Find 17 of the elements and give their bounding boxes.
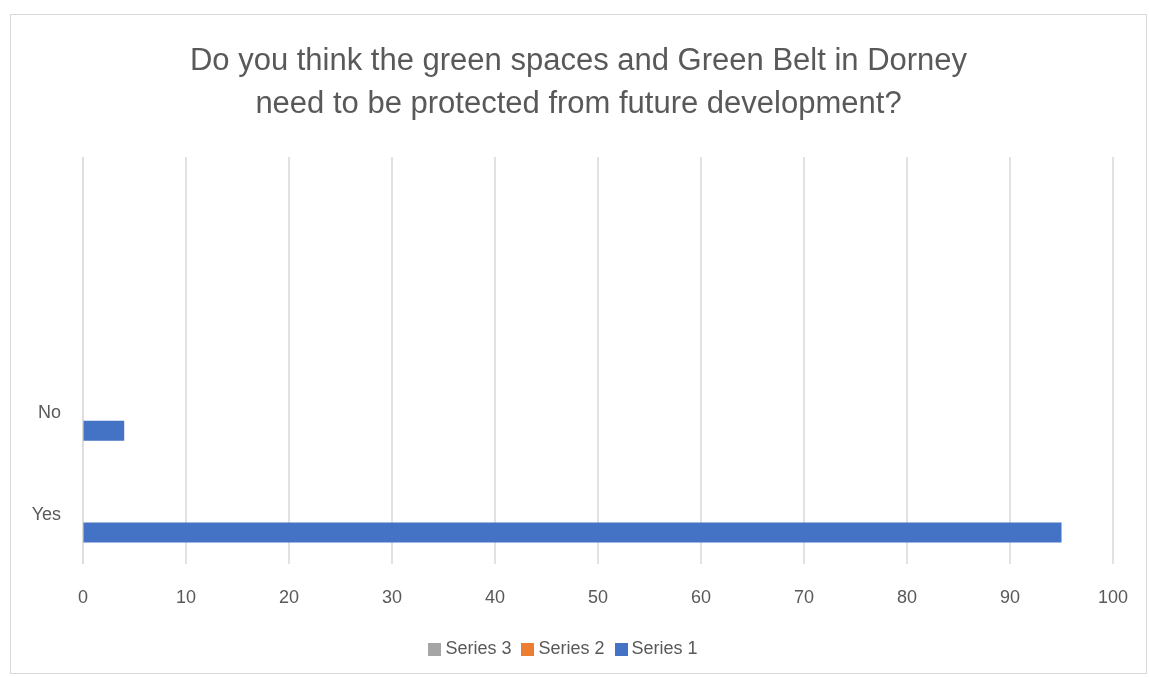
legend-label: Series 1 — [631, 638, 698, 658]
chart-title: Do you think the green spaces and Green Belt in Dorney need to be protected from future development? — [188, 41, 969, 122]
x-tick-label: 0 — [77, 586, 89, 607]
x-tick-label: 30 — [381, 586, 403, 607]
x-tick-label: 70 — [793, 586, 815, 607]
x-tick-label: 60 — [690, 586, 712, 607]
x-tick-label: 50 — [587, 586, 609, 607]
legend-label: Series 2 — [538, 638, 605, 658]
x-tick-label: 80 — [896, 586, 918, 607]
y-tick-label: Yes — [31, 503, 61, 524]
x-tick-label: 100 — [1097, 586, 1129, 607]
y-tick-label: No — [37, 401, 61, 422]
x-tick-label: 10 — [175, 586, 197, 607]
x-tick-label: 90 — [999, 586, 1021, 607]
legend-label: Series 3 — [445, 638, 512, 658]
x-tick-label: 40 — [484, 586, 506, 607]
x-tick-label: 20 — [278, 586, 300, 607]
